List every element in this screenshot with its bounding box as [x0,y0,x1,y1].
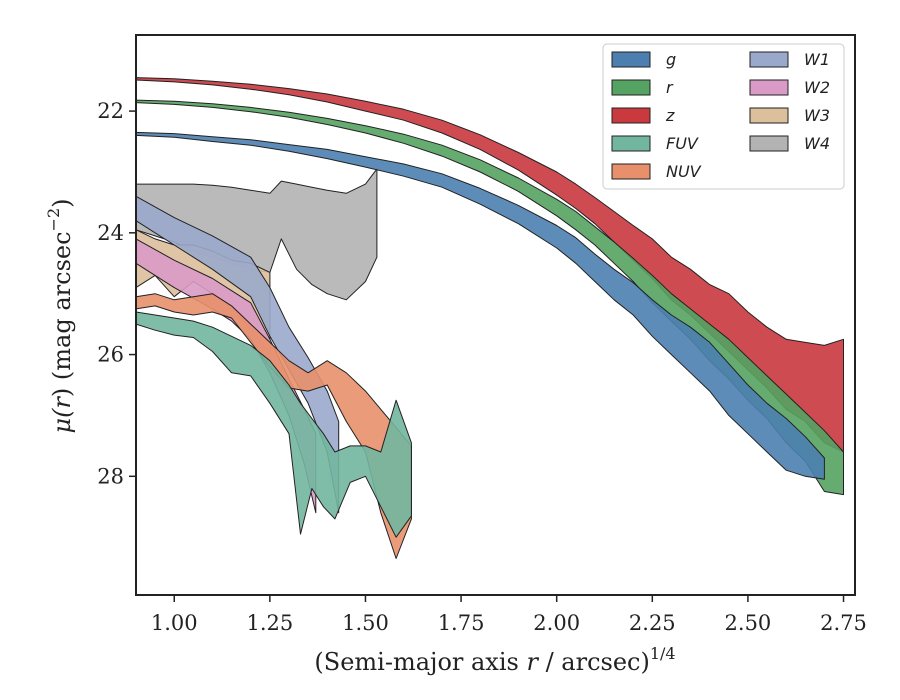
y-tick-label: 26 [97,343,124,367]
legend-swatch-NUV [611,163,651,180]
x-tick-label: 2.75 [820,611,867,635]
x-tick-label: 1.75 [438,611,485,635]
legend-swatch-r [611,79,651,96]
legend-swatch-W4 [749,135,789,152]
legend-swatch-g [611,51,651,68]
y-tick-label: 24 [97,221,124,245]
x-axis-label: (Semi-major axis r / arcsec)1/4 [314,644,675,676]
legend: grz FUV NUV W1 W2 W3 W4 [602,43,845,190]
band-g [135,131,825,480]
x-tick-label: 2.50 [725,611,772,635]
x-axis-ticks: 1.00 1.25 1.50 1.75 2.00 2.25 2.50 2.75 [151,595,867,635]
x-tick-label: 1.50 [342,611,389,635]
legend-label-NUV: NUV [666,162,702,181]
band-FUV [135,311,412,538]
y-tick-label: 28 [97,464,124,488]
legend-label-r: r [666,78,674,97]
legend-swatch-W2 [749,79,789,96]
legend-label-FUV: FUV [666,134,699,153]
y-axis-label: μ(r) (mag arcsec−2) [44,198,76,433]
legend-swatch-FUV [611,135,651,152]
legend-swatch-W3 [749,107,789,124]
profile-bands [135,77,844,559]
legend-label-W4: W4 [804,134,830,153]
band-NUV [135,293,412,559]
legend-swatch-W1 [749,51,789,68]
y-tick-label: 22 [97,99,124,123]
y-axis-ticks: 22 24 26 28 [97,99,136,488]
x-tick-label: 1.25 [246,611,293,635]
legend-label-g: g [666,50,676,69]
legend-swatch-z [611,107,651,124]
legend-label-W1: W1 [804,50,830,69]
plot-frame [135,34,856,596]
legend-label-z: z [665,106,675,125]
legend-label-W3: W3 [804,106,830,125]
x-tick-label: 2.25 [629,611,676,635]
band-r [135,99,844,496]
legend-label-W2: W2 [804,78,830,97]
x-tick-label: 1.00 [151,611,198,635]
x-tick-label: 2.00 [533,611,580,635]
band-W1 [135,195,340,514]
